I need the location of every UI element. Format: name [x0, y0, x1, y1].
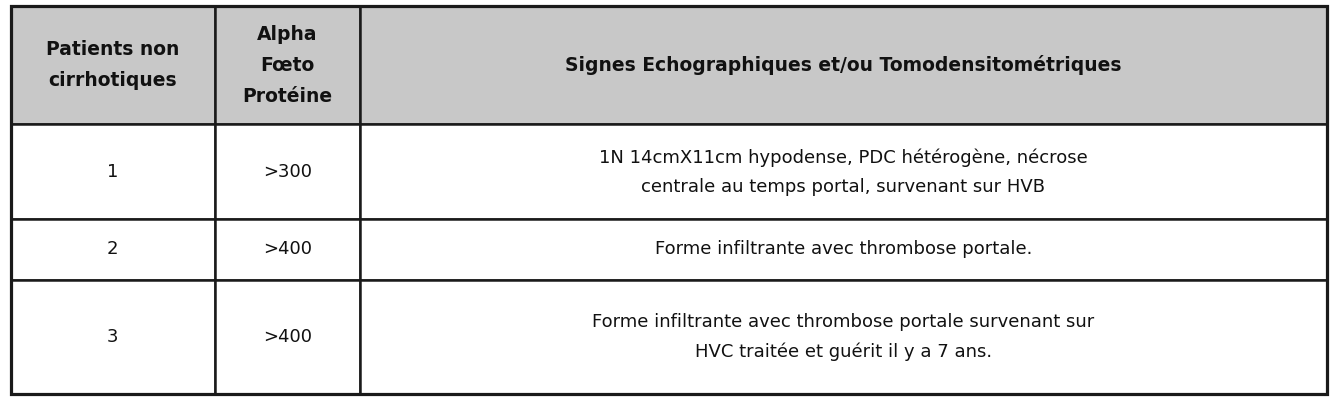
Bar [215, 220, 360, 280]
Text: >400: >400 [262, 328, 312, 346]
Bar [360, 6, 1327, 124]
Text: Patients non
cirrhotiques: Patients non cirrhotiques [45, 40, 179, 90]
Bar [11, 124, 215, 220]
Text: 1N 14cmX11cm hypodense, PDC hétérogène, nécrose
centrale au temps portal, surven: 1N 14cmX11cm hypodense, PDC hétérogène, … [599, 148, 1088, 196]
Bar [360, 124, 1327, 220]
Bar [11, 220, 215, 280]
Text: >300: >300 [262, 163, 312, 181]
Text: Forme infiltrante avec thrombose portale.: Forme infiltrante avec thrombose portale… [654, 240, 1032, 258]
Text: Forme infiltrante avec thrombose portale survenant sur
HVC traitée et guérit il : Forme infiltrante avec thrombose portale… [593, 313, 1094, 361]
Text: 1: 1 [107, 163, 119, 181]
Bar [215, 280, 360, 394]
Bar [11, 6, 215, 124]
Bar [360, 220, 1327, 280]
Bar [360, 280, 1327, 394]
Bar [11, 280, 215, 394]
Bar [215, 124, 360, 220]
Text: 2: 2 [107, 240, 119, 258]
Text: 3: 3 [107, 328, 119, 346]
Text: >400: >400 [262, 240, 312, 258]
Text: Signes Echographiques et/ou Tomodensitométriques: Signes Echographiques et/ou Tomodensitom… [565, 55, 1121, 75]
Text: Alpha
Fœto
Protéine: Alpha Fœto Protéine [242, 25, 332, 106]
Bar [215, 6, 360, 124]
